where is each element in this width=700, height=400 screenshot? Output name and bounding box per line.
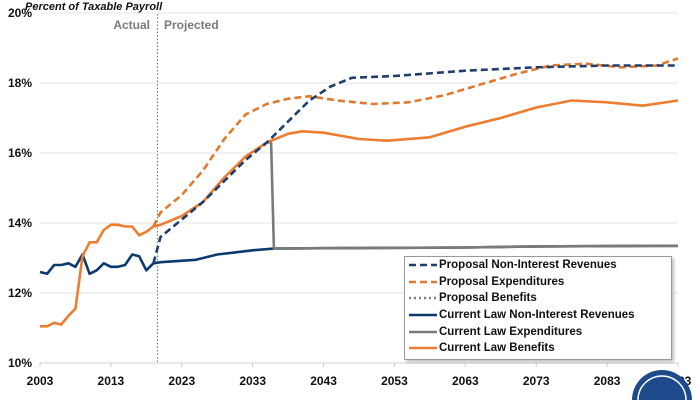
legend-label: Proposal Benefits	[439, 292, 537, 305]
y-tick-label: 16%	[8, 146, 32, 160]
x-tick-label: 2083	[594, 374, 621, 388]
legend-item: Proposal Expenditures	[405, 274, 671, 291]
actual-label: Actual	[113, 18, 150, 32]
series-line-current-law-expenditures	[266, 141, 679, 250]
x-tick-label: 2033	[239, 374, 266, 388]
legend-label: Proposal Expenditures	[439, 275, 565, 288]
legend-label: Proposal Non-Interest Revenues	[439, 259, 617, 272]
series-line-proposal-non-interest-revenues	[152, 64, 678, 264]
x-tick-label: 2043	[310, 374, 337, 388]
x-tick-label: 2053	[381, 374, 408, 388]
legend-label: Current Law Non-Interest Revenues	[439, 309, 635, 322]
legend-swatch	[409, 264, 437, 267]
y-axis-title: Percent of Taxable Payroll	[25, 1, 163, 13]
y-tick-label: 20%	[8, 6, 32, 20]
series-line-proposal-expenditures	[152, 57, 679, 228]
legend-item: Proposal Non-Interest Revenues	[405, 257, 671, 274]
legend-label: Current Law Benefits	[439, 342, 555, 355]
x-tick-label: 2063	[452, 374, 479, 388]
legend-swatch	[409, 313, 437, 317]
legend-label: Current Law Expenditures	[439, 325, 583, 338]
series-line-current-law-benefits	[40, 99, 679, 328]
legend-swatch	[409, 330, 437, 333]
x-tick-label: 2073	[523, 374, 550, 388]
legend-swatch	[409, 347, 437, 350]
y-tick-label: 12%	[8, 286, 32, 300]
x-tick-label: 2013	[98, 374, 125, 388]
x-tick-label: 2003	[27, 374, 54, 388]
legend-swatch	[409, 280, 437, 284]
y-tick-label: 18%	[8, 76, 32, 90]
legend-swatch	[409, 297, 437, 300]
logo-seal	[632, 370, 692, 400]
y-tick-label: 14%	[8, 216, 32, 230]
x-tick-label: 2023	[168, 374, 195, 388]
legend-item: Current Law Non-Interest Revenues	[405, 307, 671, 324]
legend-item: Current Law Benefits	[405, 340, 671, 357]
projected-label: Projected	[164, 18, 219, 32]
legend-item: Current Law Expenditures	[405, 323, 671, 340]
legend-item: Proposal Benefits	[405, 290, 671, 307]
y-tick-label: 10%	[8, 356, 32, 370]
series-line-current-law-non-interest-revenues	[39, 244, 679, 276]
legend: Proposal Non-Interest Revenues Proposal E…	[404, 256, 672, 360]
